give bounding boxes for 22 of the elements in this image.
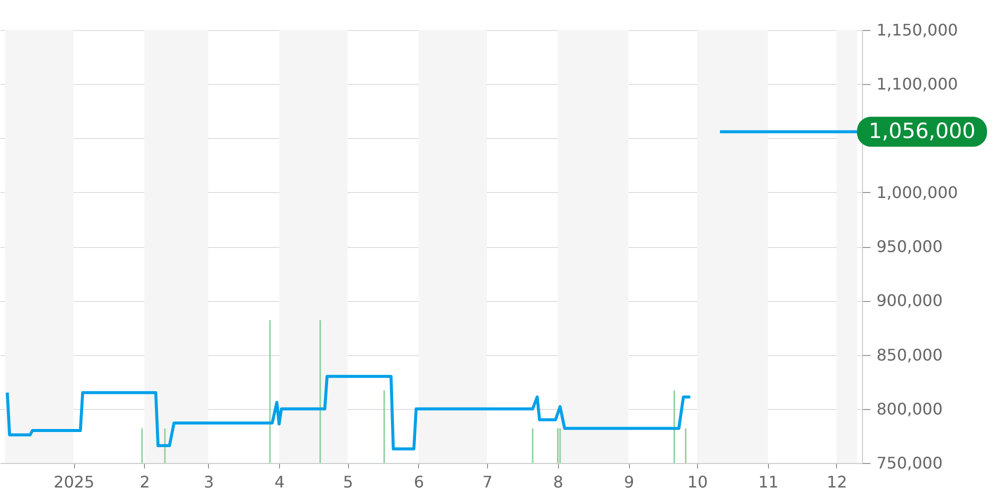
- x-tick-label: 7: [482, 472, 493, 492]
- x-tick-label: 3: [204, 472, 214, 492]
- x-tick-label: 2025: [54, 472, 94, 492]
- y-tick-label: 850,000: [876, 345, 943, 364]
- y-tick-label: 750,000: [876, 454, 943, 472]
- y-tick-label: 1,000,000: [876, 182, 958, 202]
- y-tick-label: 800,000: [876, 399, 943, 418]
- x-tick-label: 9: [624, 472, 634, 492]
- x-tick-label: 4: [274, 472, 285, 492]
- x-tick-label: 12: [826, 472, 848, 492]
- x-tick-label: 10: [687, 472, 708, 492]
- y-tick-label: 1,150,000: [876, 20, 958, 40]
- y-tick-label: 950,000: [876, 237, 943, 256]
- x-tick-label: 5: [343, 472, 354, 492]
- y-tick-label: 900,000: [876, 291, 943, 310]
- line-series: [6, 374, 692, 450]
- y-tick-label: 1,100,000: [876, 74, 958, 94]
- x-tick-label: 2: [140, 472, 150, 492]
- data-label: 1,056,000: [868, 118, 976, 143]
- x-tick-label: 8: [553, 472, 564, 492]
- x-tick-label: 6: [414, 472, 424, 492]
- x-tick-label: 11: [758, 472, 779, 492]
